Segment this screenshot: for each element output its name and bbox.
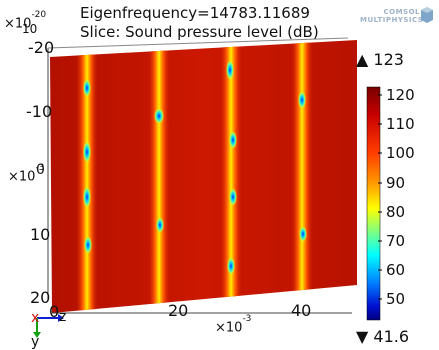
- colorbar-tick-label: 110: [386, 115, 415, 133]
- axis-triad: [33, 314, 64, 338]
- band-3: [220, 40, 242, 313]
- colorbar-tick-label: 120: [386, 86, 415, 104]
- colorbar-max: ▲ 123: [356, 50, 404, 69]
- x-tick-label: 40: [291, 301, 312, 320]
- colorbar: [366, 86, 381, 321]
- x-tick-label: 0: [49, 302, 60, 321]
- top-exponent-overlap: 10: [22, 22, 38, 36]
- node-spot: [83, 79, 91, 97]
- comsol-logo: COMSOL MULTIPHYSICS: [360, 6, 436, 30]
- node-spot: [227, 257, 235, 275]
- left-exponent: ×10-3: [8, 163, 45, 185]
- x-tick-label: 20: [168, 301, 189, 320]
- comsol-logo-icon: [421, 7, 433, 23]
- interference-bands: [76, 40, 313, 313]
- band-1: [76, 40, 98, 313]
- slice-surface: [50, 40, 357, 313]
- colorbar-tick-label: 70: [386, 232, 406, 250]
- triad-x-label: x: [31, 310, 40, 326]
- node-spot: [156, 217, 164, 233]
- node-spot: [154, 108, 164, 124]
- plot-title: Eigenfrequency=14783.11689: [80, 4, 310, 22]
- colorbar-tick-label: 50: [386, 290, 406, 308]
- y-tick-label: 20: [30, 288, 51, 307]
- node-spot: [83, 186, 91, 208]
- y-tick-label: -10: [26, 102, 53, 121]
- min-marker-icon: ▼: [356, 327, 369, 346]
- colorbar-tick-label: 80: [386, 203, 406, 221]
- y-tick-label: -20: [28, 38, 55, 57]
- plot-subtitle: Slice: Sound pressure level (dB): [80, 23, 319, 41]
- y-tick-label: 10: [30, 225, 51, 244]
- node-spot: [229, 188, 237, 206]
- band-4: [291, 40, 313, 313]
- triad-y-label: y: [31, 334, 40, 350]
- band-2: [148, 40, 170, 313]
- top-exponent: ×10-20: [4, 10, 47, 32]
- max-marker-icon: ▲: [356, 50, 369, 69]
- logo-text: COMSOL MULTIPHYSICS: [360, 8, 424, 24]
- colorbar-min: ▼ 41.6: [356, 327, 410, 346]
- node-spot: [299, 226, 307, 242]
- triad-y-arrow: [33, 332, 41, 338]
- node-spot: [229, 131, 237, 149]
- colorbar-tick-label: 100: [386, 144, 415, 162]
- triad-z-label: z: [59, 309, 67, 325]
- node-spot: [298, 91, 306, 109]
- node-spot: [84, 236, 92, 254]
- colorbar-tick-label: 60: [386, 261, 406, 279]
- y-axis-letter: 0: [36, 162, 45, 178]
- axis-line-top: [47, 37, 349, 49]
- triad-z-arrow: [58, 314, 64, 322]
- x-exponent: ×10-3: [215, 314, 252, 336]
- node-spot: [83, 141, 91, 163]
- colorbar-ticks: [378, 94, 382, 300]
- node-spot: [226, 60, 234, 80]
- colorbar-tick-label: 90: [386, 174, 406, 192]
